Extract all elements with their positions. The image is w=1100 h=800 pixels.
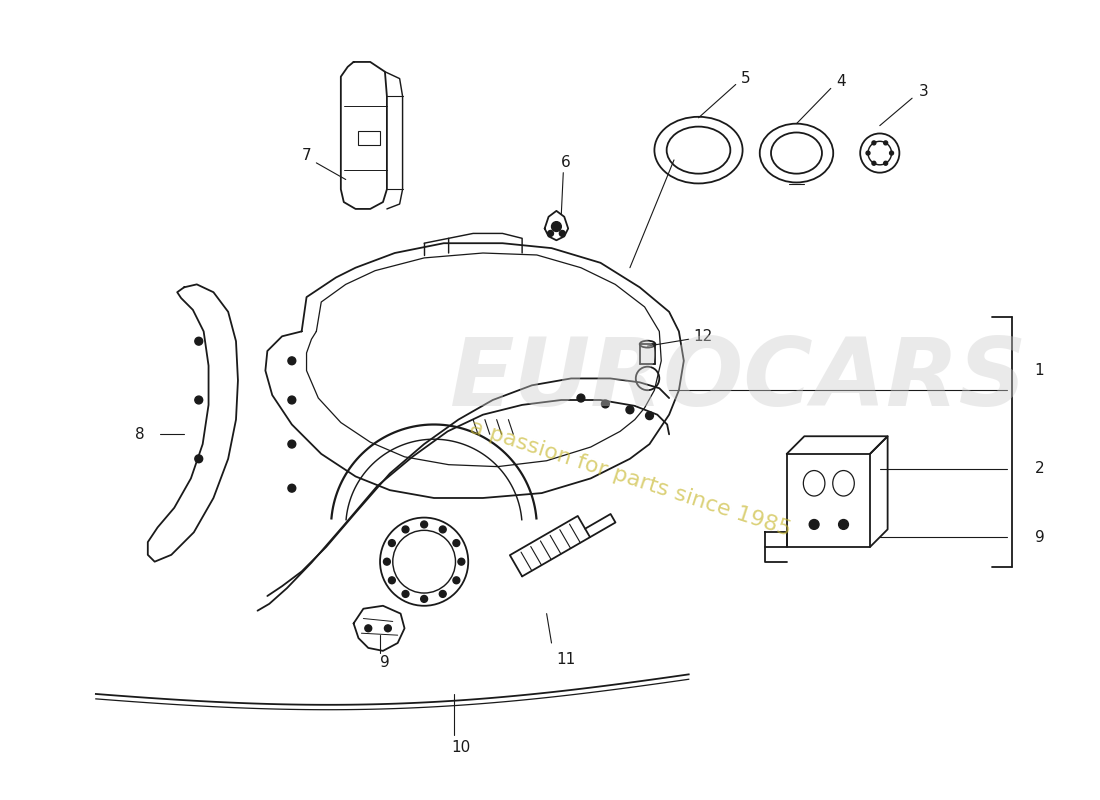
Circle shape (439, 590, 447, 598)
Text: 5: 5 (740, 71, 750, 86)
Text: 6: 6 (561, 155, 571, 170)
Text: 11: 11 (557, 652, 575, 667)
Circle shape (288, 396, 296, 404)
Circle shape (560, 230, 565, 236)
Text: 8: 8 (135, 426, 145, 442)
Circle shape (890, 151, 893, 155)
Circle shape (439, 526, 447, 533)
Text: 10: 10 (452, 740, 471, 755)
Circle shape (403, 526, 409, 533)
Circle shape (883, 141, 888, 145)
Circle shape (453, 577, 460, 584)
Circle shape (388, 577, 395, 584)
Text: 1: 1 (1035, 363, 1044, 378)
Circle shape (646, 412, 653, 419)
Circle shape (195, 338, 202, 345)
Circle shape (195, 396, 202, 404)
Circle shape (602, 400, 609, 408)
Circle shape (420, 595, 428, 602)
Circle shape (883, 162, 888, 166)
Circle shape (195, 455, 202, 462)
Circle shape (420, 521, 428, 528)
Circle shape (872, 162, 876, 166)
Circle shape (388, 540, 395, 546)
Bar (359, 130, 380, 146)
Text: 12: 12 (694, 329, 713, 344)
Circle shape (288, 357, 296, 365)
Circle shape (626, 406, 634, 414)
Circle shape (866, 151, 870, 155)
Circle shape (403, 590, 409, 598)
Circle shape (384, 558, 390, 565)
Circle shape (365, 625, 372, 632)
Text: 2: 2 (1035, 461, 1044, 476)
Text: EUROCARS: EUROCARS (449, 334, 1026, 426)
Circle shape (288, 484, 296, 492)
Circle shape (872, 141, 876, 145)
Circle shape (578, 394, 585, 402)
Circle shape (810, 519, 820, 530)
Text: 3: 3 (918, 84, 928, 99)
Circle shape (453, 540, 460, 546)
Text: 9: 9 (1035, 530, 1044, 545)
Circle shape (551, 222, 561, 231)
Circle shape (458, 558, 465, 565)
Circle shape (838, 519, 848, 530)
Circle shape (384, 625, 392, 632)
Text: 4: 4 (836, 74, 846, 89)
Circle shape (548, 230, 553, 236)
Text: a passion for parts since 1985: a passion for parts since 1985 (466, 417, 793, 540)
Text: 9: 9 (381, 655, 389, 670)
Circle shape (288, 440, 296, 448)
Text: 7: 7 (301, 147, 311, 162)
